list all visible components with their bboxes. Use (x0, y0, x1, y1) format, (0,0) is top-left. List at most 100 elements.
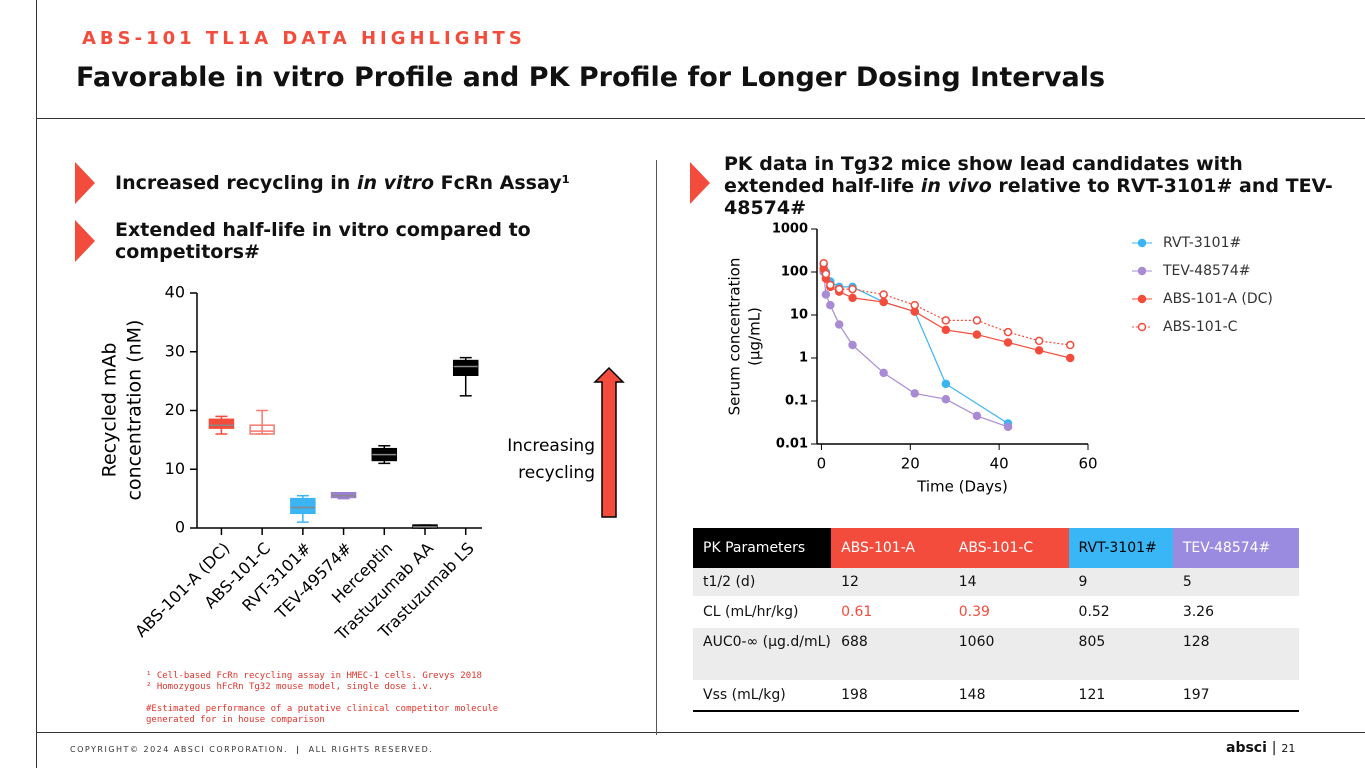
y-axis-label: concentration (nM) (124, 320, 146, 501)
bullet: PK data in Tg32 mice show lead candidate… (724, 153, 1344, 219)
cell: 0.52 (1078, 604, 1110, 620)
point (1065, 353, 1075, 363)
point (879, 290, 888, 299)
point (1003, 327, 1013, 337)
point (848, 284, 857, 294)
y-axis-label: Serum concentration (726, 258, 744, 416)
y-tick-label: 40 (165, 283, 185, 302)
legend-marker (1137, 266, 1147, 276)
point (941, 325, 951, 335)
row: AUC0-∞ (µg.d/mL) 688 1060 805 128 (693, 628, 1299, 680)
y-tick-label: 0.1 (785, 394, 808, 409)
cell: 14 (958, 574, 977, 590)
point (910, 300, 919, 310)
point (821, 269, 831, 279)
box (208, 418, 235, 429)
point (834, 284, 844, 294)
bullet-icon (75, 162, 95, 204)
legend-label: RVT-3101# (1163, 235, 1241, 251)
cell: 12 (841, 574, 859, 590)
cell: 128 (1182, 634, 1210, 650)
point (1065, 340, 1075, 350)
legend-marker (1137, 322, 1147, 332)
brand: absci | 21 (1226, 740, 1296, 756)
text: Increased recycling in (115, 172, 357, 194)
page-number: 21 (1281, 742, 1296, 755)
box (452, 359, 479, 376)
box (249, 424, 275, 435)
point (972, 330, 982, 339)
divider (656, 160, 657, 735)
cell: 197 (1182, 687, 1210, 703)
annotation: recycling (518, 463, 595, 483)
point (1034, 336, 1044, 346)
row: t1/2 (d) 12 14 9 5 (693, 568, 1299, 596)
y-tick-label: 0 (175, 518, 185, 537)
footnote: ² Homozygous hFcRn Tg32 mouse model, sin… (146, 682, 434, 692)
pk-table: PK Parameters ABS-101-A ABS-101-C RVT-3101#… (693, 528, 1299, 712)
text: in vivo (920, 175, 992, 197)
row: CL (mL/hr/kg) 0.61 0.39 0.52 3.26 (693, 596, 1299, 628)
text: relative to RVT-3101# and TEV-48574# (724, 175, 1333, 219)
cell: AUC0-∞ (µg.d/mL) (703, 634, 831, 650)
point (972, 316, 982, 325)
y-axis-label: Recycled mAb (99, 343, 121, 478)
cell: 121 (1078, 687, 1106, 703)
header-cell: TEV-48574# (1172, 528, 1299, 568)
y-axis-label: (µg/mL) (746, 307, 764, 366)
cell: 688 (841, 634, 868, 650)
bullet-icon (690, 162, 710, 204)
legend-label: TEV-48574# (1162, 263, 1250, 279)
y-tick-label: 10 (790, 308, 808, 323)
cell: 0.39 (958, 604, 990, 620)
legend-label: ABS-101-A (DC) (1163, 291, 1273, 307)
cell: CL (mL/hr/kg) (703, 604, 799, 620)
cell: 3.26 (1182, 604, 1214, 620)
point (941, 316, 951, 325)
footnote: ¹ Cell-based FcRn recycling assay in HME… (146, 671, 482, 681)
cell: 1060 (958, 634, 995, 650)
point (834, 320, 844, 329)
point (821, 290, 831, 299)
footnotes: ¹ Cell-based FcRn recycling assay in HME… (146, 671, 526, 726)
y-tick-label: 20 (165, 400, 185, 419)
header-cell: RVT-3101# (1068, 528, 1173, 568)
point (910, 389, 919, 398)
cell: 198 (841, 687, 868, 703)
header-cell: ABS-101-C (948, 528, 1069, 568)
cell: 0.61 (841, 604, 873, 620)
y-tick-label: 100 (781, 265, 808, 280)
y-tick-label: 1000 (772, 222, 808, 237)
x-tick-label: 0 (817, 455, 827, 473)
bullet: Increased recycling in in vitro FcRn Ass… (115, 172, 570, 194)
logo: absci (1226, 740, 1267, 756)
point (1003, 338, 1013, 347)
annotation: Increasing (507, 436, 595, 456)
header-cell: ABS-101-A (831, 528, 949, 568)
footnote: #Estimated performance of a putative cli… (146, 704, 499, 725)
box (290, 497, 316, 515)
y-tick-label: 10 (165, 459, 185, 478)
row: Vss (mL/kg) 198 148 121 197 (693, 680, 1299, 711)
text: FcRn Assay¹ (434, 172, 570, 194)
border (36, 0, 37, 768)
y-tick-label: 0.01 (776, 437, 808, 452)
legend-marker (1137, 238, 1147, 248)
point (879, 297, 888, 307)
legend-label: ABS-101-C (1163, 319, 1238, 335)
divider (36, 732, 1365, 733)
x-tick-label: 40 (990, 455, 1009, 473)
bullet: Extended half-life in vitro compared to … (115, 219, 531, 263)
legend-marker (1137, 294, 1147, 304)
x-axis-label: Time (Days) (916, 478, 1008, 496)
point (941, 379, 951, 389)
cell: 148 (958, 687, 986, 703)
point (941, 394, 951, 404)
line (823, 271, 1009, 428)
title: Favorable in vitro Profile and PK Profil… (76, 62, 1106, 93)
point (1003, 422, 1013, 432)
point (848, 340, 857, 350)
rights: ALL RIGHTS RESERVED. (308, 745, 434, 754)
y-tick-label: 30 (165, 341, 185, 360)
